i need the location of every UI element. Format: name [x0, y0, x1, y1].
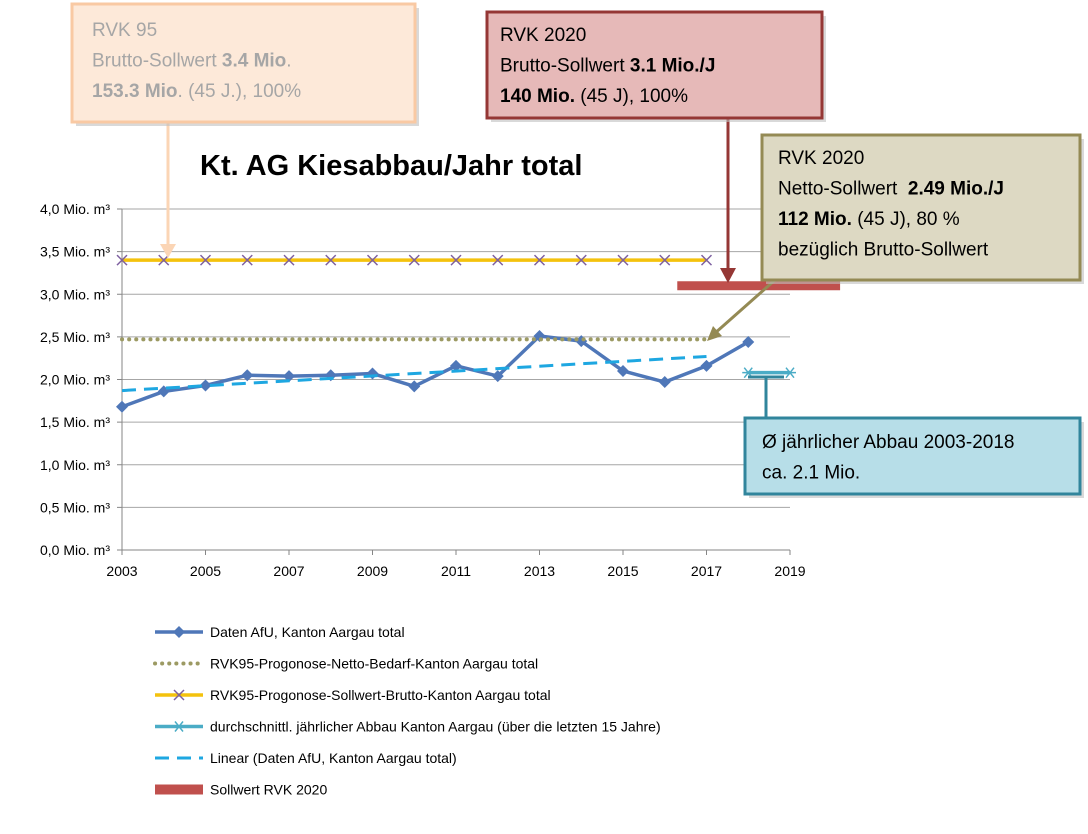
marker	[575, 254, 587, 266]
marker	[784, 367, 796, 379]
arrow-head	[707, 326, 722, 341]
arrow-head	[160, 244, 176, 258]
y-tick-label: 1,0 Mio. m³	[40, 457, 110, 473]
annotation-text: . (45 J.), 100%	[178, 81, 302, 102]
annotation-text: 153.3 Mio	[92, 81, 178, 102]
marker	[408, 254, 420, 266]
marker	[491, 370, 504, 383]
marker	[617, 254, 629, 266]
y-tick-label: 2,5 Mio. m³	[40, 329, 110, 345]
marker	[533, 254, 546, 266]
arrow	[713, 278, 776, 336]
legend-swatch	[155, 784, 203, 795]
legend-label: durchschnittl. jährlicher Abbau Kanton A…	[210, 719, 661, 735]
x-tick-label: 2017	[691, 563, 722, 579]
annotation-text: Netto-Sollwert	[778, 179, 908, 200]
annotation-line: 140 Mio. (45 J), 100%	[500, 86, 688, 107]
annotation-text: 112 Mio.	[778, 209, 852, 230]
annotation-text: ca. 2.1 Mio.	[762, 463, 860, 484]
y-tick-label: 0,5 Mio. m³	[40, 499, 110, 515]
annotation-text: 3.4 Mio	[222, 51, 286, 72]
y-tick-label: 4,0 Mio. m³	[40, 201, 110, 217]
annotation-line: RVK 2020	[500, 25, 586, 46]
marker	[366, 254, 379, 266]
marker	[199, 254, 212, 266]
marker	[366, 367, 379, 380]
marker	[492, 254, 504, 266]
legend-marker	[173, 626, 185, 638]
marker	[742, 335, 755, 348]
marker	[158, 254, 170, 266]
annotation-box	[485, 10, 824, 120]
annotation-line: ca. 2.1 Mio.	[762, 463, 860, 484]
marker	[283, 370, 295, 383]
y-tick-label: 2,0 Mio. m³	[40, 372, 110, 388]
x-tick-label: 2007	[273, 563, 304, 579]
x-tick-label: 2009	[357, 563, 388, 579]
annotation-line: Brutto-Sollwert 3.4 Mio.	[92, 51, 292, 72]
annotation-line: Netto-Sollwert 2.49 Mio./J	[778, 179, 1004, 200]
marker	[199, 379, 212, 392]
x-tick-label: 2015	[607, 563, 638, 579]
marker	[617, 364, 629, 377]
legend-label: RVK95-Progonose-Sollwert-Brutto-Kanton A…	[210, 687, 551, 703]
legend-label: Linear (Daten AfU, Kanton Aargau total)	[210, 750, 457, 766]
x-tick-label: 2011	[441, 563, 471, 579]
annotation-box	[70, 2, 417, 124]
annotation-line: RVK 2020	[778, 148, 864, 169]
legend-label: RVK95-Progonose-Netto-Bedarf-Kanton Aarg…	[210, 656, 538, 672]
legend-label: Daten AfU, Kanton Aargau total	[210, 624, 405, 640]
marker	[700, 359, 713, 372]
annotation-text: (45 J), 100%	[575, 86, 688, 107]
marker	[700, 254, 713, 266]
annotation-line: 112 Mio. (45 J), 80 %	[778, 209, 960, 230]
marker	[659, 254, 671, 266]
marker	[658, 376, 671, 389]
marker	[450, 254, 462, 266]
series-line	[121, 334, 750, 409]
chart-title: Kt. AG Kiesabbau/Jahr total	[200, 150, 582, 182]
marker	[116, 254, 128, 266]
annotation-text: Brutto-Sollwert	[92, 51, 222, 72]
arrow-head	[720, 268, 736, 283]
legend-label: Sollwert RVK 2020	[210, 782, 327, 798]
x-tick-label: 2003	[106, 563, 137, 579]
annotation-text: 3.1 Mio./J	[630, 56, 716, 77]
y-tick-label: 3,0 Mio. m³	[40, 286, 110, 302]
legend-marker	[173, 689, 185, 701]
x-tick-label: 2013	[524, 563, 555, 579]
legend-marker	[173, 721, 185, 732]
annotation-line: RVK 95	[92, 20, 157, 41]
annotation-box	[760, 133, 1082, 282]
y-tick-label: 3,5 Mio. m³	[40, 244, 110, 260]
annotation-text: .	[286, 51, 291, 72]
marker	[408, 380, 421, 393]
series-line	[121, 354, 707, 393]
x-tick-label: 2005	[190, 563, 221, 579]
annotation-text: Ø jährlicher Abbau 2003-2018	[762, 432, 1014, 453]
marker	[241, 254, 253, 266]
annotation-text: bezüglich Brutto-Sollwert	[778, 240, 989, 261]
marker	[450, 359, 462, 372]
annotation-box	[743, 416, 1082, 496]
marker	[325, 254, 337, 266]
annotation-line: 153.3 Mio. (45 J.), 100%	[92, 81, 301, 102]
annotation-line: Ø jährlicher Abbau 2003-2018	[762, 432, 1014, 453]
y-tick-label: 1,5 Mio. m³	[40, 414, 110, 430]
annotation-text: 2.49 Mio./J	[908, 179, 1004, 200]
annotation-text: Brutto-Sollwert	[500, 56, 630, 77]
annotation-text: RVK 2020	[778, 148, 864, 169]
annotation-line: Brutto-Sollwert 3.1 Mio./J	[500, 56, 715, 77]
x-tick-label: 2019	[774, 563, 805, 579]
annotation-text: RVK 95	[92, 20, 157, 41]
annotation-text: RVK 2020	[500, 25, 586, 46]
annotation-line: bezüglich Brutto-Sollwert	[778, 240, 989, 261]
marker	[283, 254, 295, 266]
annotation-text: (45 J), 80 %	[852, 209, 960, 230]
marker	[241, 369, 254, 382]
marker	[116, 400, 128, 413]
annotation-text: 140 Mio.	[500, 86, 575, 107]
y-tick-label: 0,0 Mio. m³	[40, 542, 110, 558]
